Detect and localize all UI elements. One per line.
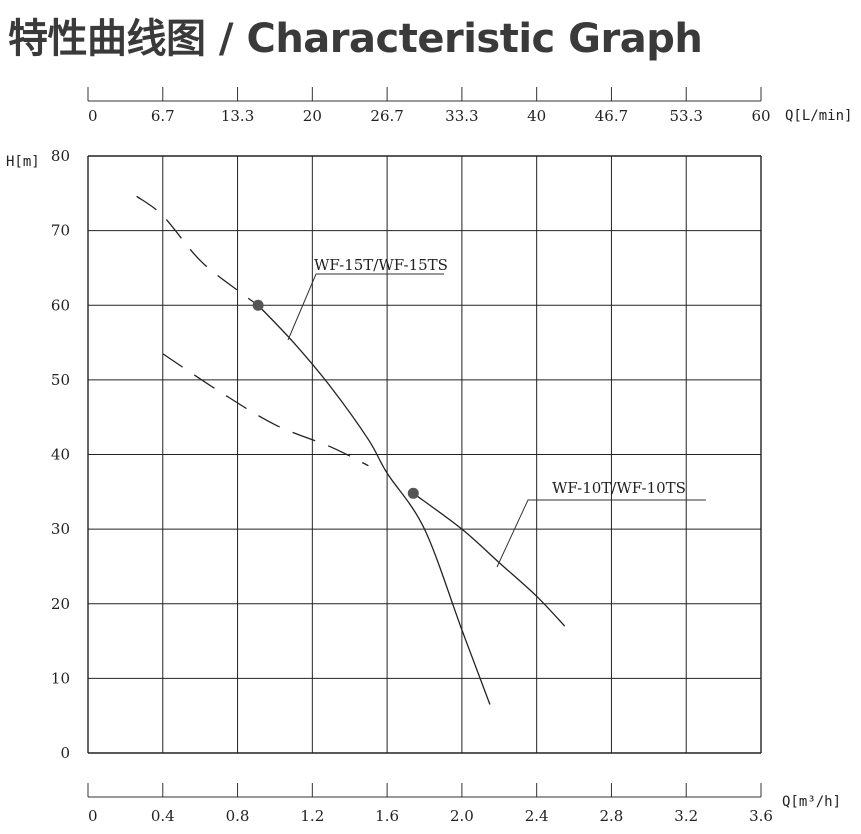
- x-tick-label: 3.2: [674, 807, 698, 825]
- series-label: WF-15T/WF-15TS: [314, 256, 448, 274]
- x-tick-label: 2.0: [450, 807, 474, 825]
- bottom-flow-axis: 0 0.4 0.8 1.2 1.6 2.0 2.4 2.8 3.2 3.6: [87, 783, 773, 825]
- y-tick-label: 80: [51, 147, 70, 165]
- series-curve-dashed: [136, 195, 259, 306]
- y-axis-label: H[m]: [6, 154, 40, 170]
- page-title: 特性曲线图 / Characteristic Graph: [8, 16, 703, 62]
- y-tick-label: 30: [51, 520, 70, 538]
- y-tick-label: 0: [60, 744, 70, 762]
- y-tick-label: 20: [51, 595, 70, 613]
- x2-axis-label: Q[L/min]: [785, 108, 852, 124]
- x-tick-label: 3.6: [749, 807, 773, 825]
- x2-tick-label: 53.3: [670, 107, 703, 125]
- x2-tick-label: 40: [527, 107, 546, 125]
- x2-tick-label: 46.7: [595, 107, 628, 125]
- y-tick-label: 10: [51, 669, 70, 687]
- x2-tick-label: 33.3: [445, 107, 478, 125]
- y-tick-label: 70: [51, 222, 70, 240]
- series-curve-solid: [412, 492, 566, 627]
- x2-tick-label: 6.7: [151, 107, 175, 125]
- y-tick-label: 60: [51, 296, 70, 314]
- x2-tick-label: 26.7: [370, 107, 403, 125]
- x-axis-label: Q[m³/h]: [782, 794, 841, 810]
- x-tick-label: 0: [88, 807, 98, 825]
- series-label: WF-10T/WF-10TS: [552, 479, 686, 497]
- chart-grid: [87, 155, 762, 754]
- x-tick-label: 0.8: [226, 807, 250, 825]
- series-leader-line: [496, 499, 706, 568]
- x-tick-label: 0.4: [151, 807, 175, 825]
- y-tick-label: 40: [51, 446, 70, 464]
- curves: WF-15T/WF-15TS WF-10T/WF-10TS: [136, 195, 706, 705]
- x2-tick-label: 20: [303, 107, 322, 125]
- series-marker: [407, 487, 419, 499]
- series-marker: [252, 299, 264, 311]
- x2-tick-label: 0: [88, 107, 98, 125]
- y-tick-label: 50: [51, 371, 70, 389]
- x-tick-label: 1.2: [300, 807, 324, 825]
- x2-tick-label: 60: [751, 107, 770, 125]
- top-flow-axis: 0 6.7 13.3 20 26.7 33.3 40 46.7 53.3 60: [87, 87, 771, 125]
- x-tick-label: 2.8: [600, 807, 624, 825]
- x-tick-label: 1.6: [375, 807, 399, 825]
- x2-tick-label: 13.3: [221, 107, 254, 125]
- head-axis: 0 10 20 30 40 50 60 70 80: [51, 147, 70, 762]
- series-curve-dashed: [162, 353, 369, 467]
- series-leader-line: [287, 273, 444, 341]
- series-curve-solid: [257, 304, 491, 705]
- x-tick-label: 2.4: [525, 807, 549, 825]
